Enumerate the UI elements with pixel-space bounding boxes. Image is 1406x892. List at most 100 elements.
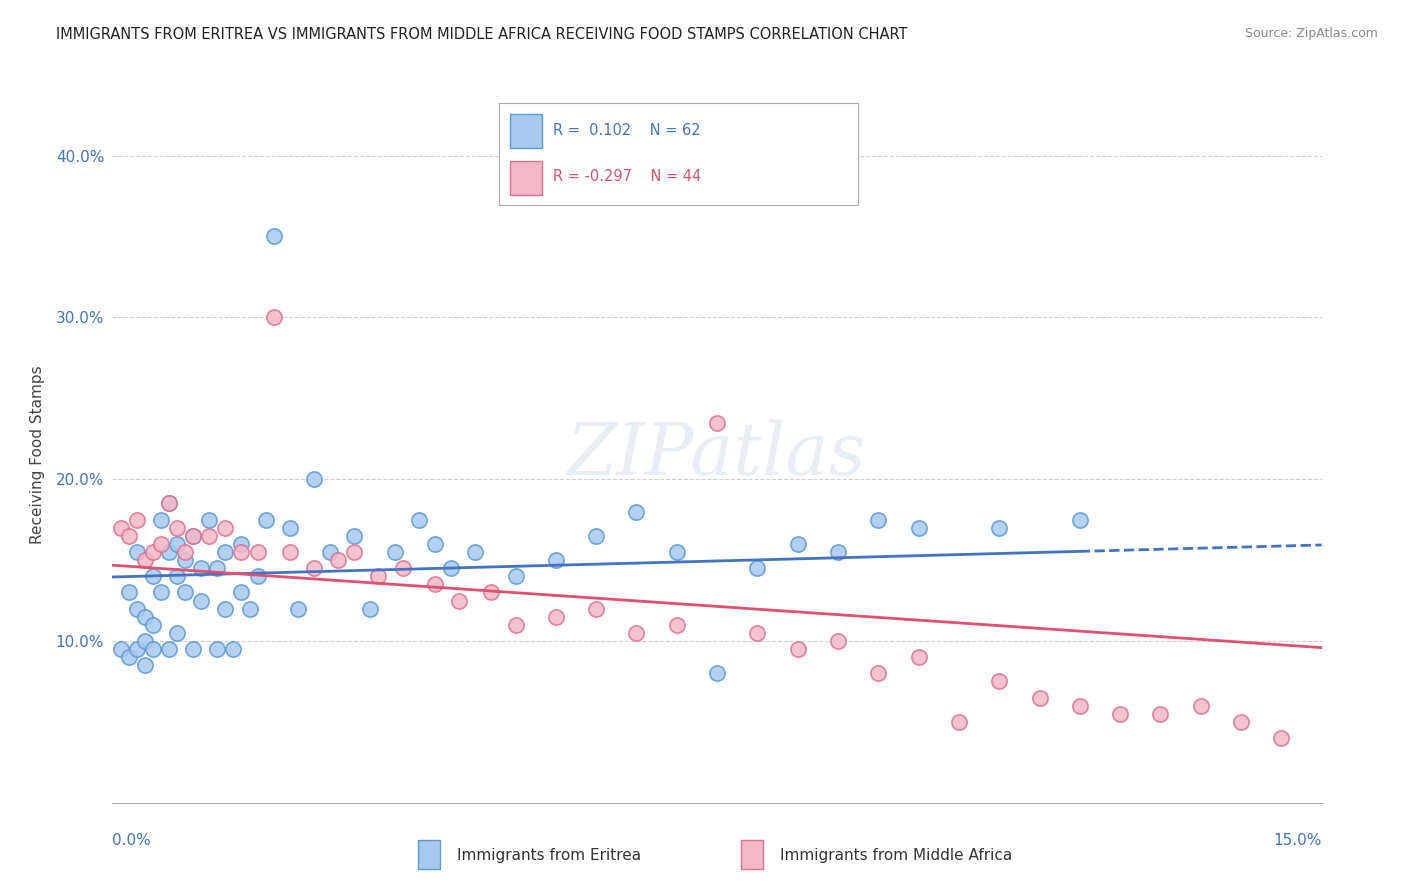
Point <box>181 529 204 543</box>
Point <box>626 504 648 518</box>
Point <box>149 537 172 551</box>
Point <box>246 545 269 559</box>
Point <box>157 496 180 510</box>
Point <box>302 472 325 486</box>
Point <box>1109 706 1132 721</box>
Text: Immigrants from Eritrea: Immigrants from Eritrea <box>457 848 641 863</box>
Point <box>149 585 172 599</box>
Point <box>391 561 413 575</box>
Point <box>157 545 180 559</box>
Point <box>166 521 188 535</box>
Point <box>214 521 236 535</box>
Point <box>464 545 486 559</box>
Point <box>706 666 728 681</box>
Text: R =  0.102    N = 62: R = 0.102 N = 62 <box>553 123 700 138</box>
Point <box>287 601 309 615</box>
Point <box>117 650 139 665</box>
Point <box>278 521 301 535</box>
Point <box>214 545 236 559</box>
Point <box>214 601 236 615</box>
Point <box>1149 706 1171 721</box>
Point <box>1069 513 1091 527</box>
Point <box>149 513 172 527</box>
Point <box>125 513 148 527</box>
Point <box>174 585 197 599</box>
Point <box>263 229 285 244</box>
Point <box>125 601 148 615</box>
Point <box>125 642 148 657</box>
Point <box>181 642 204 657</box>
Point <box>505 617 527 632</box>
Point <box>747 561 769 575</box>
Point <box>134 609 156 624</box>
Text: R = -0.297    N = 44: R = -0.297 N = 44 <box>553 169 702 185</box>
Point <box>166 537 188 551</box>
Point <box>1270 731 1292 745</box>
Point <box>544 609 567 624</box>
Point <box>319 545 342 559</box>
Point <box>134 634 156 648</box>
Point <box>1230 714 1253 729</box>
Point <box>747 626 769 640</box>
Point <box>125 545 148 559</box>
Point <box>174 553 197 567</box>
Text: Immigrants from Middle Africa: Immigrants from Middle Africa <box>780 848 1012 863</box>
Point <box>328 553 350 567</box>
Point <box>254 513 277 527</box>
Point <box>231 585 253 599</box>
Point <box>343 545 366 559</box>
Point <box>1189 698 1212 713</box>
Bar <box>510 161 543 194</box>
Point <box>174 545 197 559</box>
Point <box>181 529 204 543</box>
Point <box>263 310 285 325</box>
Point <box>423 537 446 551</box>
Point <box>786 537 808 551</box>
Point <box>367 569 389 583</box>
Point <box>384 545 406 559</box>
Point <box>423 577 446 591</box>
Point <box>134 553 156 567</box>
Point <box>190 593 212 607</box>
Point <box>231 545 253 559</box>
Point <box>142 545 165 559</box>
Point <box>166 626 188 640</box>
Point <box>505 569 527 583</box>
Point <box>988 674 1011 689</box>
Point <box>868 666 890 681</box>
Point <box>544 553 567 567</box>
Point <box>665 545 688 559</box>
Text: Source: ZipAtlas.com: Source: ZipAtlas.com <box>1244 27 1378 40</box>
Text: ZIPatlas: ZIPatlas <box>567 419 868 491</box>
Point <box>907 650 929 665</box>
Point <box>449 593 471 607</box>
Text: IMMIGRANTS FROM ERITREA VS IMMIGRANTS FROM MIDDLE AFRICA RECEIVING FOOD STAMPS C: IMMIGRANTS FROM ERITREA VS IMMIGRANTS FR… <box>56 27 908 42</box>
Point <box>665 617 688 632</box>
Point <box>1069 698 1091 713</box>
Point <box>207 561 229 575</box>
Point <box>988 521 1011 535</box>
Point <box>827 545 849 559</box>
Point <box>343 529 366 543</box>
Point <box>585 529 607 543</box>
Point <box>585 601 607 615</box>
Point <box>359 601 381 615</box>
Point <box>246 569 269 583</box>
Point <box>868 513 890 527</box>
Point <box>207 642 229 657</box>
Point <box>134 658 156 673</box>
Text: 15.0%: 15.0% <box>1274 833 1322 848</box>
Point <box>157 642 180 657</box>
Point <box>786 642 808 657</box>
Point <box>117 585 139 599</box>
Point <box>110 642 132 657</box>
Point <box>190 561 212 575</box>
Point <box>238 601 260 615</box>
Point <box>166 569 188 583</box>
Point <box>117 529 139 543</box>
Point <box>948 714 970 729</box>
Point <box>142 642 165 657</box>
Text: 0.0%: 0.0% <box>112 833 152 848</box>
Point <box>142 569 165 583</box>
Y-axis label: Receiving Food Stamps: Receiving Food Stamps <box>30 366 45 544</box>
